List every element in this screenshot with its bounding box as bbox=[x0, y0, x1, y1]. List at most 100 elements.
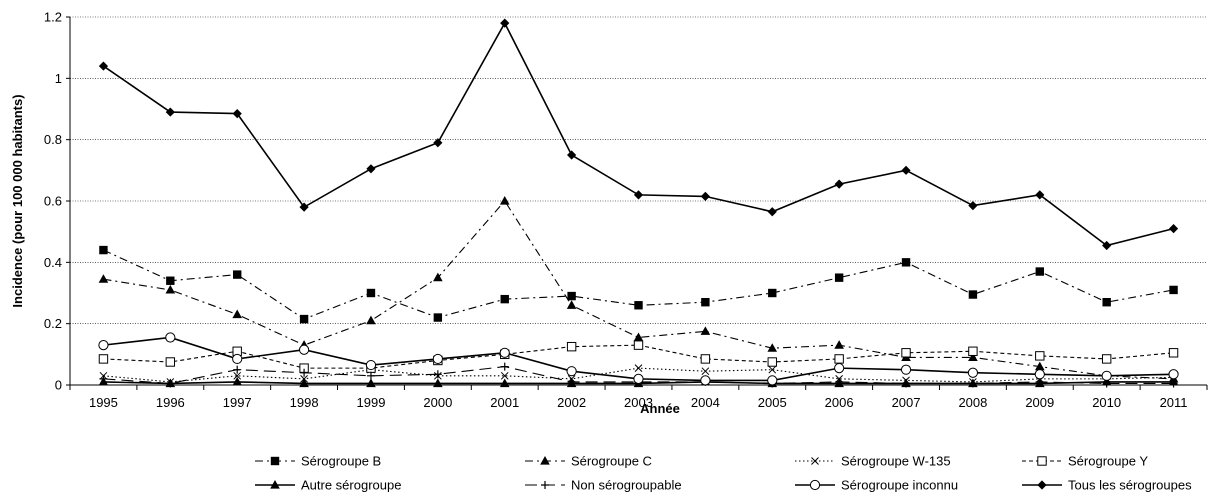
data-point bbox=[499, 347, 510, 358]
data-point bbox=[767, 343, 778, 352]
legend-label: Tous les sérogroupes bbox=[1068, 478, 1192, 493]
data-point bbox=[433, 370, 442, 379]
legend-item: Sérogroupe Y bbox=[1022, 454, 1148, 469]
legend-item: Tous les sérogroupes bbox=[1022, 478, 1192, 493]
legend-item: Autre sérogroupe bbox=[255, 478, 401, 493]
data-point bbox=[365, 359, 377, 371]
axes bbox=[66, 16, 1208, 390]
series-line bbox=[102, 21, 1174, 247]
y-tick-label: 0.2 bbox=[44, 316, 62, 331]
data-point bbox=[902, 379, 911, 388]
x-tick-label: 2010 bbox=[1092, 395, 1121, 410]
data-point bbox=[1169, 285, 1178, 295]
data-point bbox=[700, 354, 711, 364]
data-point bbox=[1168, 369, 1179, 380]
x-tick-label: 2002 bbox=[557, 395, 586, 410]
data-point bbox=[366, 378, 376, 388]
x-tick-label: 1999 bbox=[357, 395, 386, 410]
data-point bbox=[366, 288, 376, 298]
legend-label: Sérogroupe W-135 bbox=[841, 454, 951, 469]
series-tous-les-s-rogroupes bbox=[98, 18, 1179, 251]
legend-label: Sérogroupe Y bbox=[1068, 454, 1148, 469]
data-point bbox=[366, 164, 376, 174]
x-tick-label: 1996 bbox=[156, 395, 185, 410]
data-point bbox=[634, 301, 643, 310]
data-point bbox=[834, 179, 844, 189]
data-point bbox=[968, 201, 978, 211]
data-point bbox=[540, 456, 550, 465]
data-point bbox=[633, 190, 644, 200]
data-point bbox=[968, 290, 978, 299]
data-point bbox=[901, 348, 911, 358]
data-point bbox=[500, 362, 509, 371]
legend-item: Sérogroupe C bbox=[525, 454, 652, 469]
data-point bbox=[232, 109, 242, 119]
data-point bbox=[366, 315, 376, 325]
data-point bbox=[901, 165, 911, 175]
data-point bbox=[499, 378, 510, 388]
data-point bbox=[298, 344, 310, 355]
data-point bbox=[567, 291, 576, 301]
data-point bbox=[968, 352, 978, 361]
x-tick-label: 2007 bbox=[892, 395, 921, 410]
y-tick-label: 0.6 bbox=[44, 194, 62, 209]
y-tick-label: 1.2 bbox=[44, 10, 62, 25]
x-tick-label: 1995 bbox=[89, 395, 118, 410]
y-tick-labels: 0 0.2 0.4 0.6 0.8 1 1.2 bbox=[44, 10, 62, 393]
data-point bbox=[1037, 456, 1047, 466]
data-point bbox=[834, 273, 844, 282]
data-point bbox=[433, 378, 443, 388]
x-tick-label: 1998 bbox=[290, 395, 319, 410]
legend-item: Sérogroupe W-135 bbox=[795, 454, 951, 469]
x-axis-title: Année bbox=[640, 401, 680, 416]
data-point bbox=[270, 480, 280, 489]
data-point bbox=[566, 300, 577, 309]
legend-label: Sérogroupe inconnu bbox=[841, 478, 958, 493]
data-point bbox=[165, 357, 176, 367]
data-point bbox=[99, 374, 108, 383]
gridlines bbox=[70, 16, 1207, 324]
data-point bbox=[567, 150, 577, 160]
data-point bbox=[1034, 369, 1045, 380]
data-point bbox=[1035, 267, 1044, 276]
data-point bbox=[541, 481, 549, 489]
data-point bbox=[834, 354, 844, 364]
data-point bbox=[566, 366, 577, 377]
data-point bbox=[432, 353, 443, 365]
series-line bbox=[103, 249, 1174, 320]
y-tick-label: 1 bbox=[55, 71, 62, 86]
data-point bbox=[98, 340, 109, 351]
data-point bbox=[500, 371, 509, 380]
legend-label: Non sérogroupable bbox=[571, 478, 682, 493]
data-point bbox=[633, 332, 644, 342]
x-tick-label: 2003 bbox=[624, 395, 653, 410]
data-point bbox=[433, 272, 443, 282]
data-point bbox=[233, 270, 242, 279]
data-point bbox=[1102, 298, 1111, 307]
data-point bbox=[300, 368, 309, 377]
data-point bbox=[566, 341, 577, 352]
data-point bbox=[1168, 348, 1179, 358]
x-tick-label: 2008 bbox=[958, 395, 987, 410]
data-point bbox=[299, 378, 309, 388]
data-point bbox=[166, 379, 175, 388]
data-point bbox=[834, 363, 845, 374]
data-point bbox=[1102, 240, 1112, 251]
data-point bbox=[700, 375, 711, 386]
data-point bbox=[900, 364, 912, 375]
data-point bbox=[967, 367, 979, 378]
y-axis-title: Incidence (pour 100 000 habitants) bbox=[10, 94, 25, 307]
legend-item: Sérogroupe B bbox=[255, 454, 381, 469]
data-point bbox=[835, 377, 844, 386]
data-point bbox=[233, 371, 242, 380]
data-point bbox=[700, 191, 710, 201]
data-point bbox=[1169, 379, 1178, 388]
data-point bbox=[700, 326, 711, 335]
series-s-rogroupe-inconnu bbox=[98, 332, 1179, 386]
data-point bbox=[633, 340, 644, 350]
series-lines bbox=[98, 18, 1179, 388]
legend-label: Autre sérogroupe bbox=[301, 478, 401, 493]
data-point bbox=[968, 379, 977, 388]
data-point bbox=[1034, 361, 1045, 371]
